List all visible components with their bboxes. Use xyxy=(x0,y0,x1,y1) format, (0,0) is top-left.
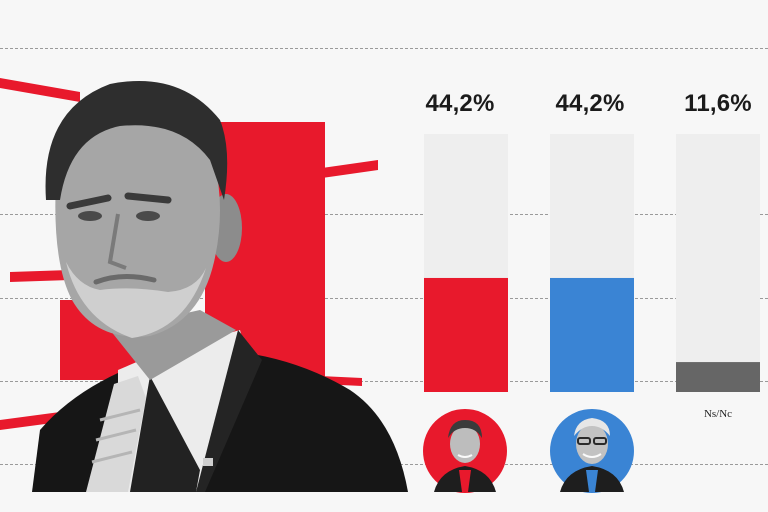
category-label-nsnc: Ns/Nc xyxy=(703,408,733,420)
bar-2 xyxy=(550,277,634,392)
gridline xyxy=(0,381,768,382)
bar-3 xyxy=(676,362,760,392)
bar-track-3 xyxy=(676,134,760,392)
bar-group xyxy=(424,134,760,392)
gridline xyxy=(0,214,768,215)
value-label-2: 44,2% xyxy=(555,90,625,117)
bar-1 xyxy=(424,277,508,392)
gridline xyxy=(0,48,768,49)
red-stroke xyxy=(0,78,80,102)
value-label-1: 44,2% xyxy=(425,90,495,117)
red-stroke xyxy=(10,270,70,282)
red-stroke xyxy=(322,160,378,178)
avatar-red-icon xyxy=(423,409,507,493)
red-stroke xyxy=(0,412,60,430)
value-label-3: 11,6% xyxy=(684,90,752,117)
gridline xyxy=(0,298,768,299)
avatar-blue-icon xyxy=(550,409,634,493)
portrait-icon xyxy=(32,80,408,492)
